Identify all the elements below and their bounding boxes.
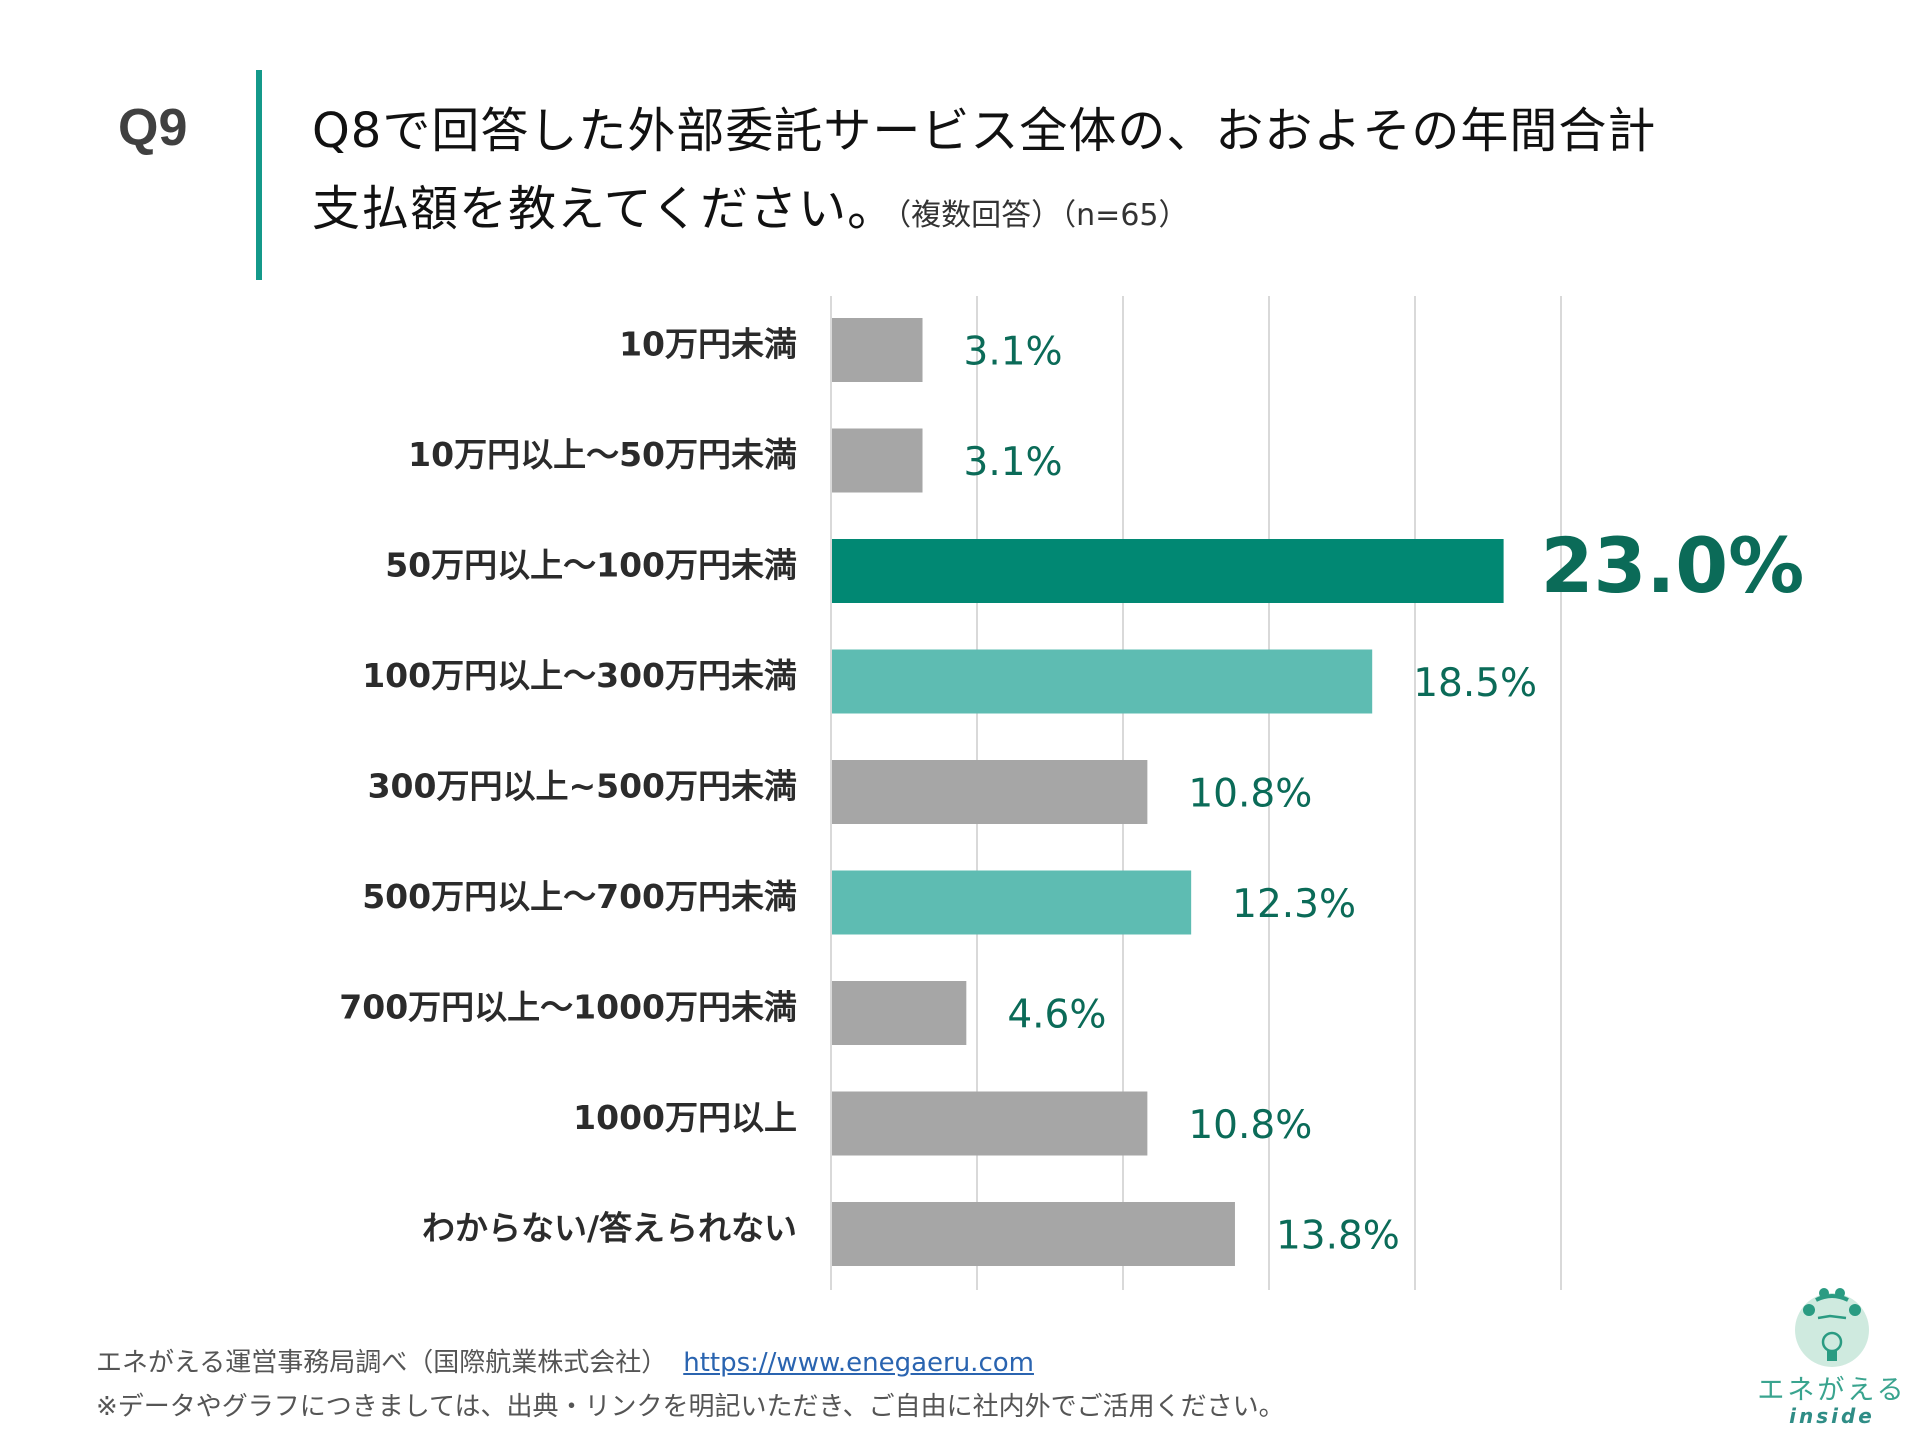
value-label: 13.8% [1276, 1214, 1400, 1259]
value-labels: 3.1% 3.1% 23.0% 18.5% 10.8% 12.3% 4.6% 10.8% 13.… [964, 330, 1805, 1259]
footer-source-line: エネがえる運営事務局調べ（国際航業株式会社） https://www.enegae… [96, 1342, 1034, 1379]
value-label: 18.5% [1413, 661, 1537, 706]
bar [832, 981, 967, 1045]
category-label: 10万円以上～50万円未満 [408, 435, 797, 474]
accent-divider [256, 70, 262, 280]
category-labels: 10万円未満 10万円以上～50万円未満 50万円以上～100万円未満 100万円以上… [339, 325, 797, 1248]
category-label: 100万円以上～300万円未満 [362, 656, 797, 695]
bar [832, 870, 1192, 935]
title-note: （複数回答）（n=65） [896, 198, 1189, 233]
category-label: 1000万円以上 [573, 1098, 797, 1137]
category-label: 500万円以上～700万円未満 [362, 877, 797, 916]
question-title: Q8で回答した外部委託サービス全体の、おおよその年間合計 支払額を教えてください… [312, 92, 1656, 255]
value-label: 4.6% [1007, 993, 1106, 1038]
title-line-2-text: 支払額を教えてください。 [312, 181, 897, 237]
frog-bulb-icon [1795, 1288, 1869, 1367]
enegaeru-logo: エネがえる inside [1752, 1284, 1912, 1434]
bar [832, 649, 1373, 714]
bar [832, 428, 923, 493]
logo-name-jp: エネがえる [1757, 1375, 1907, 1406]
category-label: わからない/答えられない [422, 1209, 797, 1248]
title-line-2: 支払額を教えてください。（複数回答）（n=65） [312, 170, 1656, 255]
category-label: 700万円以上～1000万円未満 [339, 988, 797, 1027]
value-label: 10.8% [1188, 772, 1312, 817]
bar [832, 318, 923, 382]
bars [832, 318, 1504, 1266]
bar [832, 1202, 1235, 1266]
question-number: Q9 [118, 99, 188, 157]
category-label: 50万円以上～100万円未満 [385, 546, 797, 585]
bar [832, 539, 1504, 603]
value-label: 3.1% [964, 330, 1063, 375]
footer-link[interactable]: https://www.enegaeru.com [683, 1348, 1034, 1378]
footer-source: エネがえる運営事務局調べ（国際航業株式会社） [96, 1348, 668, 1378]
logo-name-en: inside [1789, 1404, 1875, 1428]
bar [832, 1091, 1148, 1156]
value-label: 23.0% [1541, 521, 1805, 610]
title-line-1: Q8で回答した外部委託サービス全体の、おおよその年間合計 [312, 103, 1657, 159]
footer-note: ※データやグラフにつきましては、出典・リンクを明記いただき、ご自由に社内外でご活… [96, 1392, 1285, 1422]
bar [832, 760, 1148, 824]
category-label: 10万円未満 [619, 325, 797, 364]
value-label: 12.3% [1232, 882, 1356, 927]
value-label: 10.8% [1188, 1103, 1312, 1148]
category-label: 300万円以上~500万円未満 [368, 767, 797, 806]
value-label: 3.1% [964, 440, 1063, 485]
